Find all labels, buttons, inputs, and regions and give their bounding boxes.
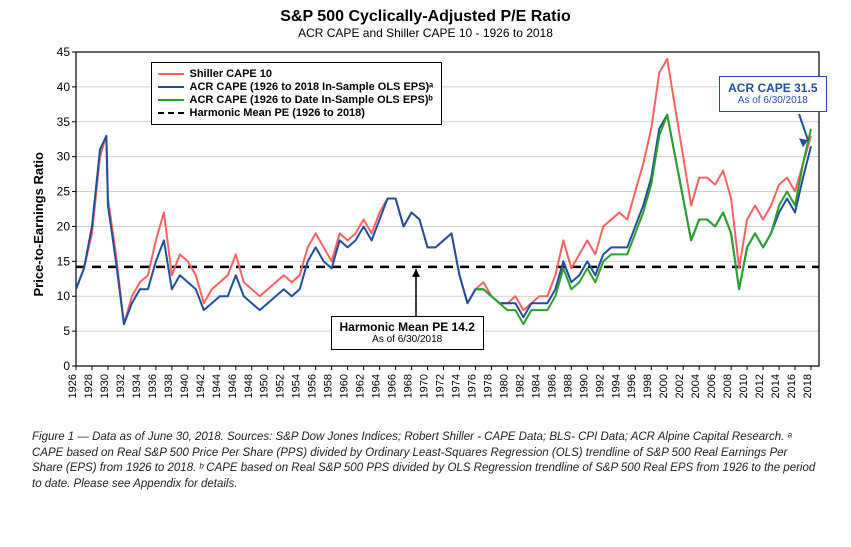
svg-text:1936: 1936 — [146, 374, 158, 398]
svg-text:1934: 1934 — [130, 374, 142, 398]
svg-text:2004: 2004 — [690, 374, 702, 398]
svg-text:1990: 1990 — [578, 374, 590, 398]
figure-caption: Figure 1 — Data as of June 30, 2018. Sou… — [32, 430, 819, 492]
svg-text:1986: 1986 — [546, 374, 558, 398]
svg-text:1952: 1952 — [274, 374, 286, 398]
callout-sub: As of 6/30/2018 — [728, 95, 817, 107]
svg-text:2014: 2014 — [770, 374, 782, 398]
svg-text:1940: 1940 — [178, 374, 190, 398]
svg-text:1970: 1970 — [418, 374, 430, 398]
svg-text:0: 0 — [63, 359, 70, 373]
svg-text:2010: 2010 — [738, 374, 750, 398]
legend: Shiller CAPE 10ACR CAPE (1926 to 2018 In… — [151, 62, 443, 125]
svg-text:1962: 1962 — [354, 374, 366, 398]
chart-area: 0 5 10 15 20 25 30 35 40 45 19261928 1930 1932 1934 19… — [21, 44, 831, 424]
svg-text:1930: 1930 — [98, 374, 110, 398]
svg-text:1928: 1928 — [82, 374, 94, 398]
svg-text:1994: 1994 — [610, 374, 622, 398]
figure-container: S&P 500 Cyclically-Adjusted P/E Ratio AC… — [0, 0, 851, 547]
svg-text:1988: 1988 — [562, 374, 574, 398]
svg-text:1948: 1948 — [242, 374, 254, 398]
svg-text:1982: 1982 — [514, 374, 526, 398]
y-axis-label: Price-to-Earnings Ratio — [31, 152, 46, 296]
callout-box: ACR CAPE 31.5 As of 6/30/2018 — [719, 76, 826, 112]
annot-main: Harmonic Mean PE 14.2 — [340, 320, 475, 334]
svg-text:2002: 2002 — [674, 374, 686, 398]
svg-text:5: 5 — [63, 324, 70, 338]
svg-text:40: 40 — [56, 80, 70, 94]
svg-text:2000: 2000 — [658, 374, 670, 398]
svg-text:1942: 1942 — [194, 374, 206, 398]
svg-text:2012: 2012 — [754, 374, 766, 398]
svg-text:45: 45 — [56, 45, 70, 59]
svg-text:1998: 1998 — [642, 374, 654, 398]
svg-text:25: 25 — [56, 185, 70, 199]
svg-text:10: 10 — [56, 289, 70, 303]
svg-text:1960: 1960 — [338, 374, 350, 398]
chart-title: S&P 500 Cyclically-Adjusted P/E Ratio — [18, 8, 833, 26]
svg-text:1946: 1946 — [226, 374, 238, 398]
annot-sub: As of 6/30/2018 — [340, 334, 475, 346]
harmonic-mean-annot: Harmonic Mean PE 14.2 As of 6/30/2018 — [331, 316, 484, 350]
svg-text:1974: 1974 — [450, 374, 462, 398]
svg-text:1964: 1964 — [370, 374, 382, 398]
svg-text:20: 20 — [56, 219, 70, 233]
svg-text:30: 30 — [56, 150, 70, 164]
svg-text:1996: 1996 — [626, 374, 638, 398]
svg-text:2008: 2008 — [722, 374, 734, 398]
svg-text:1972: 1972 — [434, 374, 446, 398]
svg-text:1944: 1944 — [210, 374, 222, 398]
svg-text:1938: 1938 — [162, 374, 174, 398]
svg-text:2016: 2016 — [786, 374, 798, 398]
svg-text:1980: 1980 — [498, 374, 510, 398]
svg-text:1978: 1978 — [482, 374, 494, 398]
svg-text:1958: 1958 — [322, 374, 334, 398]
svg-text:1954: 1954 — [290, 374, 302, 398]
svg-text:1956: 1956 — [306, 374, 318, 398]
svg-text:1984: 1984 — [530, 374, 542, 398]
svg-text:35: 35 — [56, 115, 70, 129]
svg-text:1932: 1932 — [114, 374, 126, 398]
callout-main: ACR CAPE 31.5 — [728, 81, 817, 95]
svg-text:1966: 1966 — [386, 374, 398, 398]
svg-text:15: 15 — [56, 254, 70, 268]
svg-text:1992: 1992 — [594, 374, 606, 398]
svg-text:2006: 2006 — [706, 374, 718, 398]
svg-text:1968: 1968 — [402, 374, 414, 398]
svg-text:1976: 1976 — [466, 374, 478, 398]
svg-text:2018: 2018 — [802, 374, 814, 398]
svg-text:1926: 1926 — [67, 374, 79, 398]
svg-text:1950: 1950 — [258, 374, 270, 398]
chart-subtitle: ACR CAPE and Shiller CAPE 10 - 1926 to 2… — [18, 26, 833, 40]
